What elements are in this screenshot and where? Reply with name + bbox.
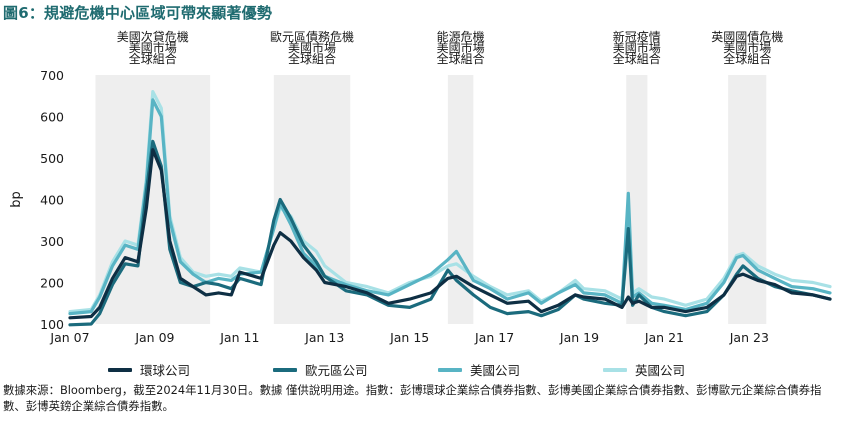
series-lines [68,90,832,327]
crisis-label: 新冠疫情美國市場全球組合 [613,29,661,66]
series-line-1 [68,139,832,327]
y-tick-label: 200 [40,276,64,291]
legend-label: 美國公司 [470,363,521,378]
legend: 環球公司 歐元區公司 美國公司 英國公司 [108,360,768,379]
x-tick-label: Jan 19 [559,330,599,345]
legend-label: 英國公司 [635,363,686,378]
legend-label: 環球公司 [140,363,191,378]
y-tick-label: 100 [40,317,64,332]
crisis-labels: 美國次貸危機美國市場全球組合 歐元區債務危機美國市場全球組合 能源危機美國市場全球組… [117,29,783,66]
x-tick-label: Jan 17 [474,330,514,345]
legend-item: 環球公司 [108,360,273,379]
chart-area: 美國次貸危機美國市場全球組合 歐元區債務危機美國市場全球組合 能源危機美國市場全球組… [9,29,832,345]
crisis-band [728,75,767,324]
source-note: 數據來源：Bloomberg，截至2024年11月30日。數據 僅供說明用途。指… [3,383,822,413]
series-line-0 [68,148,832,320]
crisis-label: 美國次貸危機美國市場全球組合 [117,29,189,66]
x-tick-label: Jan 09 [134,330,174,345]
x-tick-label: Jan 13 [304,330,344,345]
chart-title: 圖6：規避危機中心區域可帶來顯著優勢 [3,4,273,22]
legend-swatch [438,367,462,372]
crisis-bands [95,75,767,324]
y-tick-label: 500 [40,151,64,166]
x-tick-label: Jan 15 [389,330,429,345]
legend-swatch [108,367,132,372]
crisis-label: 能源危機美國市場全球組合 [437,29,485,66]
legend-item: 美國公司 [438,360,603,379]
legend-label: 歐元區公司 [305,363,368,378]
legend-swatch [603,367,627,372]
x-tick-label: Jan 07 [49,330,89,345]
series-line-2 [68,98,832,316]
y-axis-label: bp [9,191,24,208]
crisis-band [447,75,474,324]
y-tick-label: 300 [40,234,64,249]
x-tick-label: Jan 21 [644,330,684,345]
crisis-label: 歐元區債務危機美國市場全球組合 [270,29,354,66]
crisis-label: 英國國債危機美國市場全球組合 [711,29,783,66]
x-tick-label: Jan 11 [219,330,259,345]
legend-item: 歐元區公司 [273,360,438,379]
legend-item: 英國公司 [603,360,768,379]
y-axis: 100 200 300 400 500 600 700 bp [9,68,64,332]
y-tick-label: 400 [40,193,64,208]
x-tick-label: Jan 23 [729,330,769,345]
y-tick-label: 700 [40,68,64,83]
y-tick-label: 600 [40,110,64,125]
x-axis: Jan 07 Jan 09 Jan 11 Jan 13 Jan 15 Jan 17 Jan … [49,330,768,345]
legend-swatch [273,367,297,372]
